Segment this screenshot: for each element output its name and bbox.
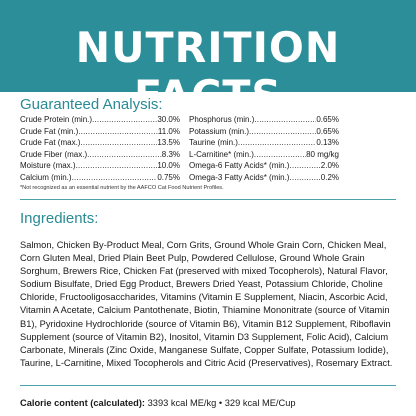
analysis-row: Calcium (min.)0.75% xyxy=(20,172,180,184)
section-divider xyxy=(20,199,396,200)
analysis-left-column: Crude Protein (min.)30.0% Crude Fat (min… xyxy=(20,114,180,184)
analysis-row: Moisture (max.)10.0% xyxy=(20,160,180,172)
analysis-row: Crude Fat (max.)13.5% xyxy=(20,137,180,149)
calorie-content: Calorie content (calculated): 3393 kcal … xyxy=(20,398,296,408)
analysis-row: Omega-3 Fatty Acids* (min.)0.2% xyxy=(189,172,339,184)
analysis-row: Crude Fiber (max.)8.3% xyxy=(20,149,180,161)
ingredients-title: Ingredients: xyxy=(20,210,99,227)
analysis-row: Crude Fat (min.)11.0% xyxy=(20,126,180,138)
analysis-title: Guaranteed Analysis: xyxy=(20,96,163,113)
analysis-row: Taurine (min.)0.13% xyxy=(189,137,339,149)
analysis-row: L-Carnitine* (min.)80 mg/kg xyxy=(189,149,339,161)
header-banner: NUTRITION FACTS xyxy=(0,0,416,120)
analysis-row: Potassium (min.)0.65% xyxy=(189,126,339,138)
analysis-right-column: Phosphorus (min.)0.65% Potassium (min.)0… xyxy=(189,114,339,184)
calorie-value: 3393 kcal ME/kg • 329 kcal ME/Cup xyxy=(147,398,296,408)
analysis-footnote: *Not recognized as an essential nutrient… xyxy=(20,185,224,191)
section-divider xyxy=(20,385,396,386)
analysis-row: Omega-6 Fatty Acids* (min.)2.0% xyxy=(189,160,339,172)
analysis-row: Phosphorus (min.)0.65% xyxy=(189,114,339,126)
page-title: NUTRITION FACTS xyxy=(75,23,341,120)
calorie-label: Calorie content (calculated): xyxy=(20,398,146,408)
analysis-row: Crude Protein (min.)30.0% xyxy=(20,114,180,126)
ingredients-list: Salmon, Chicken By-Product Meal, Corn Gr… xyxy=(20,240,393,368)
